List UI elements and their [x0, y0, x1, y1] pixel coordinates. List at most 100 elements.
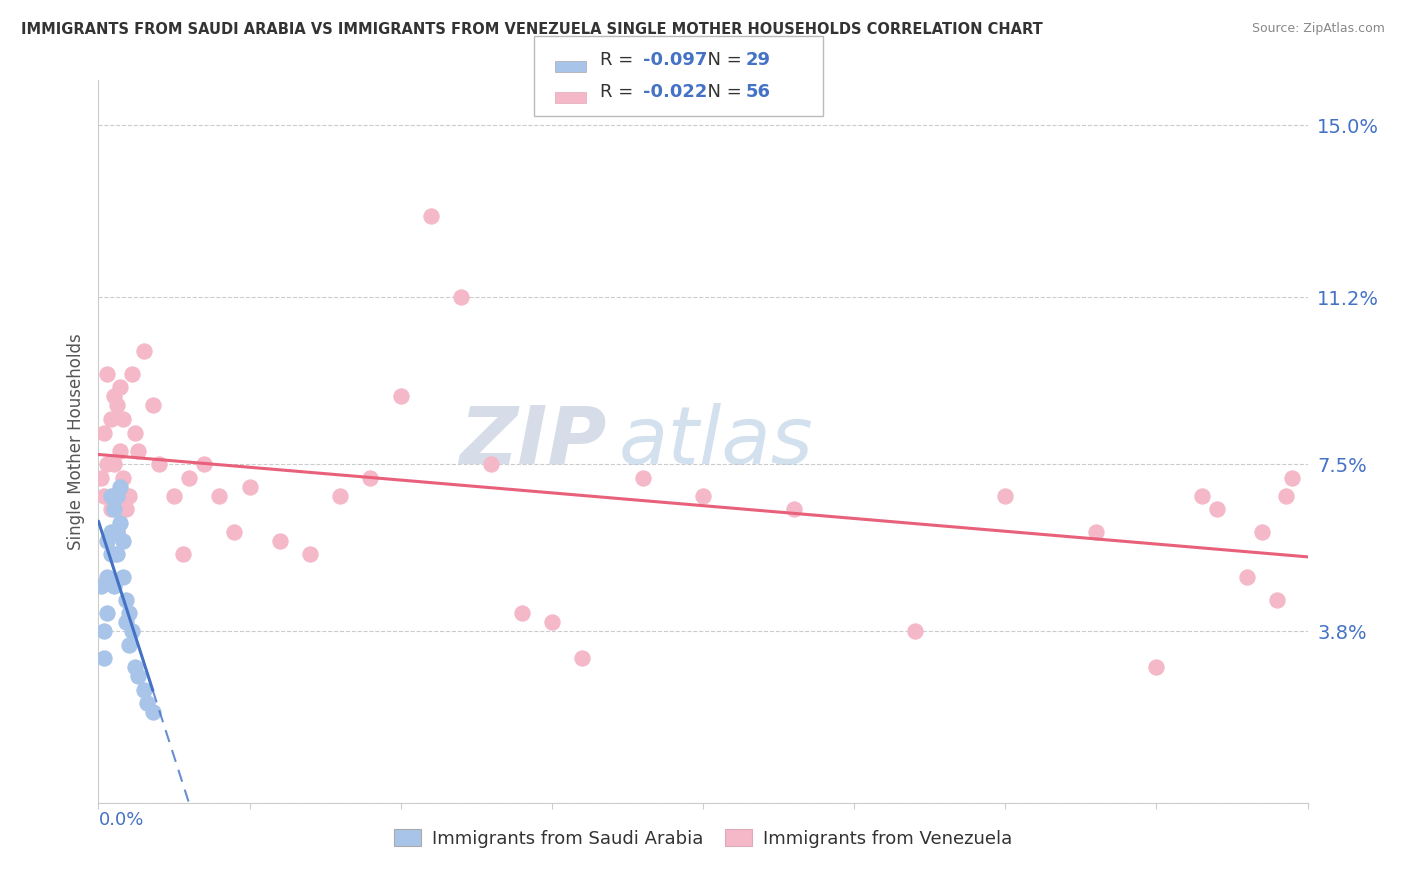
Point	[96, 367, 118, 381]
Point	[1275, 489, 1298, 503]
Point	[103, 502, 125, 516]
Point	[299, 548, 322, 562]
Point	[142, 706, 165, 720]
Point	[108, 380, 131, 394]
Point	[100, 548, 122, 562]
Point	[93, 425, 115, 440]
Point	[105, 489, 128, 503]
Text: -0.097: -0.097	[643, 51, 707, 69]
Point	[100, 524, 122, 539]
Point	[132, 682, 155, 697]
Point	[142, 398, 165, 412]
Text: ZIP: ZIP	[458, 402, 606, 481]
Text: N =: N =	[696, 51, 748, 69]
Point	[118, 489, 141, 503]
Point	[103, 579, 125, 593]
Text: R =: R =	[600, 51, 640, 69]
Point	[121, 624, 143, 639]
Point	[100, 502, 122, 516]
Point	[93, 651, 115, 665]
Point	[93, 489, 115, 503]
Point	[450, 290, 472, 304]
Legend: Immigrants from Saudi Arabia, Immigrants from Venezuela: Immigrants from Saudi Arabia, Immigrants…	[387, 822, 1019, 855]
Point	[1281, 471, 1303, 485]
Point	[111, 570, 134, 584]
Point	[783, 502, 806, 516]
Point	[571, 651, 593, 665]
Point	[1236, 570, 1258, 584]
Point	[127, 443, 149, 458]
Point	[105, 524, 128, 539]
Point	[100, 489, 122, 503]
Point	[1251, 524, 1274, 539]
Point	[124, 660, 146, 674]
Text: R =: R =	[600, 83, 640, 101]
Point	[114, 502, 136, 516]
Point	[1144, 660, 1167, 674]
Point	[100, 412, 122, 426]
Point	[103, 457, 125, 471]
Text: -0.022: -0.022	[643, 83, 707, 101]
Point	[103, 548, 125, 562]
Point	[96, 533, 118, 548]
Point	[193, 457, 215, 471]
Point	[540, 615, 562, 630]
Point	[111, 533, 134, 548]
Point	[163, 489, 186, 503]
Point	[329, 489, 352, 503]
Point	[96, 457, 118, 471]
Point	[90, 471, 112, 485]
Y-axis label: Single Mother Households: Single Mother Households	[66, 334, 84, 549]
Point	[692, 489, 714, 503]
Point	[108, 516, 131, 530]
Point	[96, 606, 118, 620]
Text: 56: 56	[745, 83, 770, 101]
Point	[172, 548, 194, 562]
Point	[108, 443, 131, 458]
Text: 0.0%: 0.0%	[98, 812, 143, 830]
Point	[1191, 489, 1213, 503]
Point	[105, 398, 128, 412]
Text: IMMIGRANTS FROM SAUDI ARABIA VS IMMIGRANTS FROM VENEZUELA SINGLE MOTHER HOUSEHOL: IMMIGRANTS FROM SAUDI ARABIA VS IMMIGRAN…	[21, 22, 1043, 37]
Text: 29: 29	[745, 51, 770, 69]
Point	[121, 367, 143, 381]
Point	[114, 615, 136, 630]
Point	[239, 480, 262, 494]
Point	[269, 533, 291, 548]
Point	[179, 471, 201, 485]
Point	[124, 425, 146, 440]
Point	[118, 606, 141, 620]
Point	[904, 624, 927, 639]
Point	[105, 502, 128, 516]
Point	[127, 669, 149, 683]
Point	[103, 389, 125, 403]
Text: atlas: atlas	[619, 402, 813, 481]
Point	[994, 489, 1017, 503]
Point	[132, 344, 155, 359]
Point	[224, 524, 246, 539]
Point	[148, 457, 170, 471]
Point	[631, 471, 654, 485]
Point	[93, 624, 115, 639]
Point	[114, 592, 136, 607]
Point	[111, 412, 134, 426]
Point	[1267, 592, 1289, 607]
Point	[208, 489, 231, 503]
Point	[96, 570, 118, 584]
Point	[1206, 502, 1229, 516]
Text: Source: ZipAtlas.com: Source: ZipAtlas.com	[1251, 22, 1385, 36]
Point	[420, 209, 443, 223]
Point	[108, 480, 131, 494]
Point	[135, 697, 157, 711]
Point	[510, 606, 533, 620]
Point	[105, 548, 128, 562]
Point	[389, 389, 412, 403]
Point	[360, 471, 382, 485]
Point	[111, 471, 134, 485]
Point	[118, 638, 141, 652]
Text: N =: N =	[696, 83, 748, 101]
Point	[481, 457, 503, 471]
Point	[90, 579, 112, 593]
Point	[105, 524, 128, 539]
Point	[1085, 524, 1108, 539]
